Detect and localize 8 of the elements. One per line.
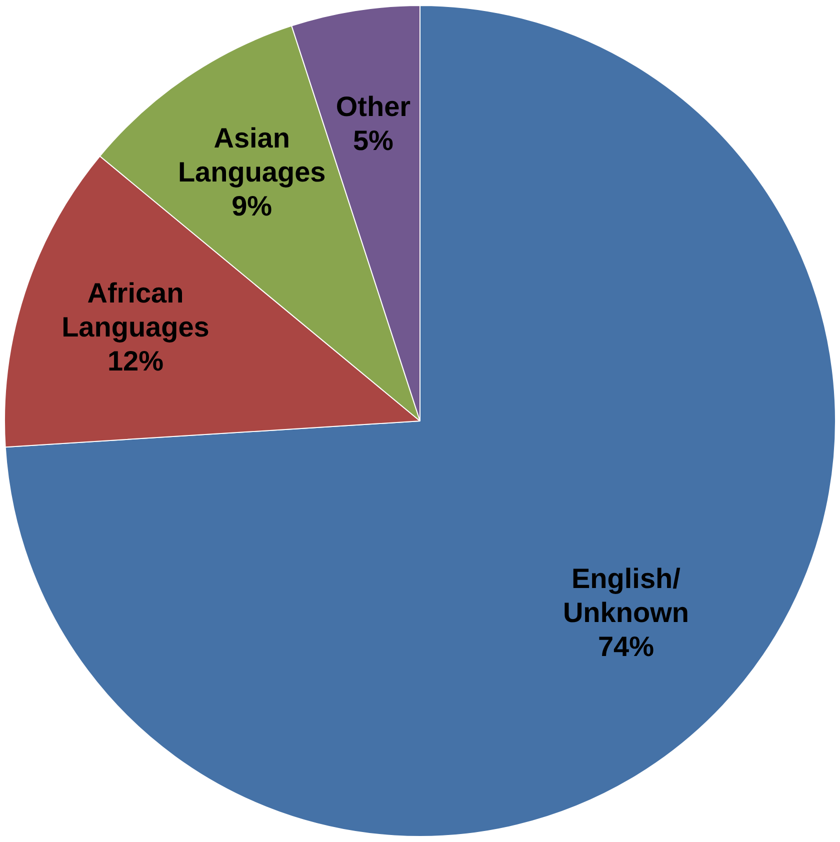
slice-label: Other [336, 91, 411, 122]
data-label: 74% [598, 631, 654, 662]
data-label: 9% [232, 190, 272, 222]
slice-label: African Languages [62, 277, 210, 342]
slice-label: English/Unknown [562, 563, 689, 628]
data-label: 5% [352, 125, 394, 156]
slice-label: Asian Languages [178, 122, 326, 188]
data-label: 12% [107, 345, 164, 376]
